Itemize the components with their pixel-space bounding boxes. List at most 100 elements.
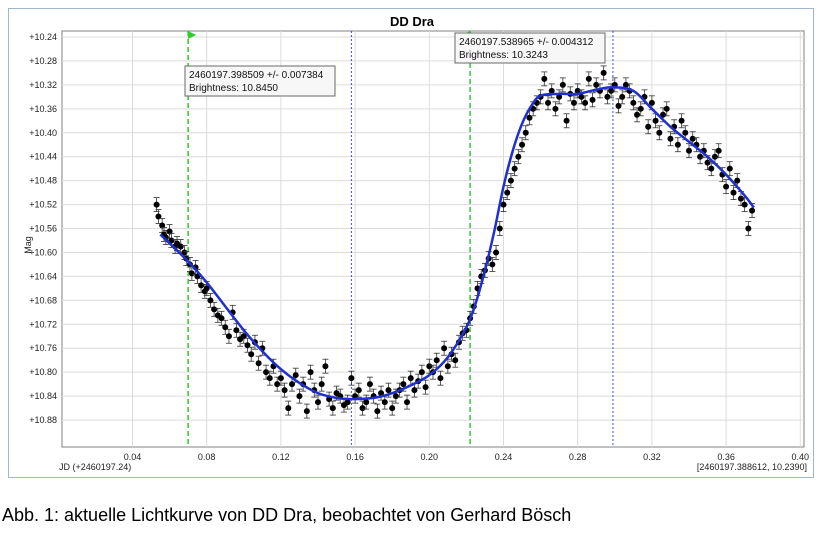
point-marker bbox=[741, 201, 748, 208]
data-point bbox=[218, 310, 225, 326]
data-point bbox=[225, 328, 232, 344]
data-point bbox=[715, 143, 722, 159]
point-marker bbox=[285, 405, 292, 412]
point-marker bbox=[274, 381, 281, 388]
point-marker bbox=[615, 102, 622, 109]
point-marker bbox=[203, 285, 210, 292]
data-point bbox=[352, 388, 359, 404]
data-point bbox=[745, 221, 752, 236]
data-point bbox=[374, 403, 381, 419]
point-marker bbox=[177, 243, 184, 250]
point-marker bbox=[645, 123, 652, 130]
data-point bbox=[500, 197, 507, 212]
x-tick-label: 0.28 bbox=[569, 452, 587, 462]
y-tick-label: +10.44 bbox=[29, 152, 57, 162]
data-point bbox=[515, 149, 522, 165]
data-point bbox=[404, 394, 411, 410]
data-point bbox=[389, 400, 396, 416]
tooltip-line-2: Brightness: 10.3243 bbox=[459, 50, 548, 61]
point-marker bbox=[307, 369, 314, 376]
point-marker bbox=[622, 81, 629, 88]
point-marker bbox=[296, 393, 303, 400]
point-marker bbox=[198, 282, 205, 289]
y-tick-label: +10.24 bbox=[29, 32, 57, 42]
data-point bbox=[355, 382, 362, 398]
point-marker bbox=[749, 207, 756, 214]
data-point bbox=[656, 125, 663, 141]
point-marker bbox=[637, 105, 644, 112]
data-point bbox=[541, 71, 548, 87]
data-point bbox=[493, 245, 500, 260]
data-point bbox=[444, 358, 451, 374]
point-marker bbox=[674, 141, 681, 148]
data-point bbox=[277, 370, 284, 386]
point-marker bbox=[600, 69, 607, 76]
point-marker bbox=[407, 375, 414, 382]
point-marker bbox=[188, 270, 195, 277]
point-marker bbox=[303, 408, 310, 415]
point-marker bbox=[563, 117, 570, 124]
point-marker bbox=[493, 249, 500, 256]
point-marker bbox=[378, 390, 385, 397]
y-tick-label: +10.52 bbox=[29, 200, 57, 210]
point-marker bbox=[366, 381, 373, 388]
point-marker bbox=[667, 135, 674, 142]
y-tick-label: +10.64 bbox=[29, 271, 57, 281]
data-point bbox=[630, 95, 637, 111]
data-point bbox=[348, 370, 355, 386]
y-tick-label: +10.40 bbox=[29, 128, 57, 138]
y-tick-label: +10.84 bbox=[29, 391, 57, 401]
data-point bbox=[619, 89, 626, 105]
data-point bbox=[340, 397, 347, 413]
point-marker bbox=[381, 399, 388, 406]
data-point bbox=[489, 257, 496, 272]
point-marker bbox=[541, 75, 548, 82]
data-point bbox=[663, 101, 670, 117]
point-marker bbox=[697, 153, 704, 160]
point-marker bbox=[422, 384, 429, 391]
x-tick-label: 0.08 bbox=[198, 452, 216, 462]
point-marker bbox=[711, 153, 718, 160]
point-marker bbox=[359, 405, 366, 412]
x-tick-label: 0.24 bbox=[495, 452, 513, 462]
point-marker bbox=[277, 375, 284, 382]
data-point bbox=[177, 239, 184, 254]
point-marker bbox=[352, 393, 359, 400]
data-point bbox=[570, 95, 577, 111]
data-point bbox=[637, 101, 644, 117]
data-point bbox=[248, 346, 255, 362]
point-marker bbox=[515, 153, 522, 160]
point-marker bbox=[630, 99, 637, 106]
data-point bbox=[307, 364, 314, 380]
point-marker bbox=[211, 306, 218, 313]
point-marker bbox=[166, 228, 173, 235]
point-marker bbox=[708, 165, 715, 172]
point-marker bbox=[411, 387, 418, 394]
data-point bbox=[437, 370, 444, 386]
data-point bbox=[545, 95, 552, 111]
data-point bbox=[166, 224, 173, 239]
data-point bbox=[685, 143, 692, 159]
tooltip-box: 2460197.538965 +/- 0.004312 Brightness: 1… bbox=[454, 32, 606, 64]
point-marker bbox=[233, 327, 240, 334]
point-marker bbox=[496, 225, 503, 232]
tooltip-frame bbox=[184, 65, 336, 97]
point-marker bbox=[574, 87, 581, 94]
point-marker bbox=[289, 381, 296, 388]
point-marker bbox=[634, 111, 641, 118]
point-marker bbox=[656, 129, 663, 136]
x-axis-label: JD (+2460197.24) bbox=[59, 462, 131, 472]
data-point bbox=[522, 125, 529, 141]
point-marker bbox=[511, 165, 518, 172]
point-marker bbox=[263, 369, 270, 376]
data-point bbox=[511, 161, 518, 177]
point-marker bbox=[556, 93, 563, 100]
point-marker bbox=[507, 177, 514, 184]
data-point bbox=[441, 340, 448, 356]
point-marker bbox=[159, 222, 166, 229]
y-axis-ticks: +10.24 +10.28 +10.32 +10.36 +10.40 +10.44 +10.… bbox=[29, 32, 57, 425]
chart-frame: DD Dra +10.24 +10.28 +10.32 +10.36 +10.40 +10… bbox=[8, 8, 814, 478]
point-marker bbox=[734, 177, 741, 184]
y-tick-label: +10.56 bbox=[29, 224, 57, 234]
y-tick-label: +10.68 bbox=[29, 295, 57, 305]
